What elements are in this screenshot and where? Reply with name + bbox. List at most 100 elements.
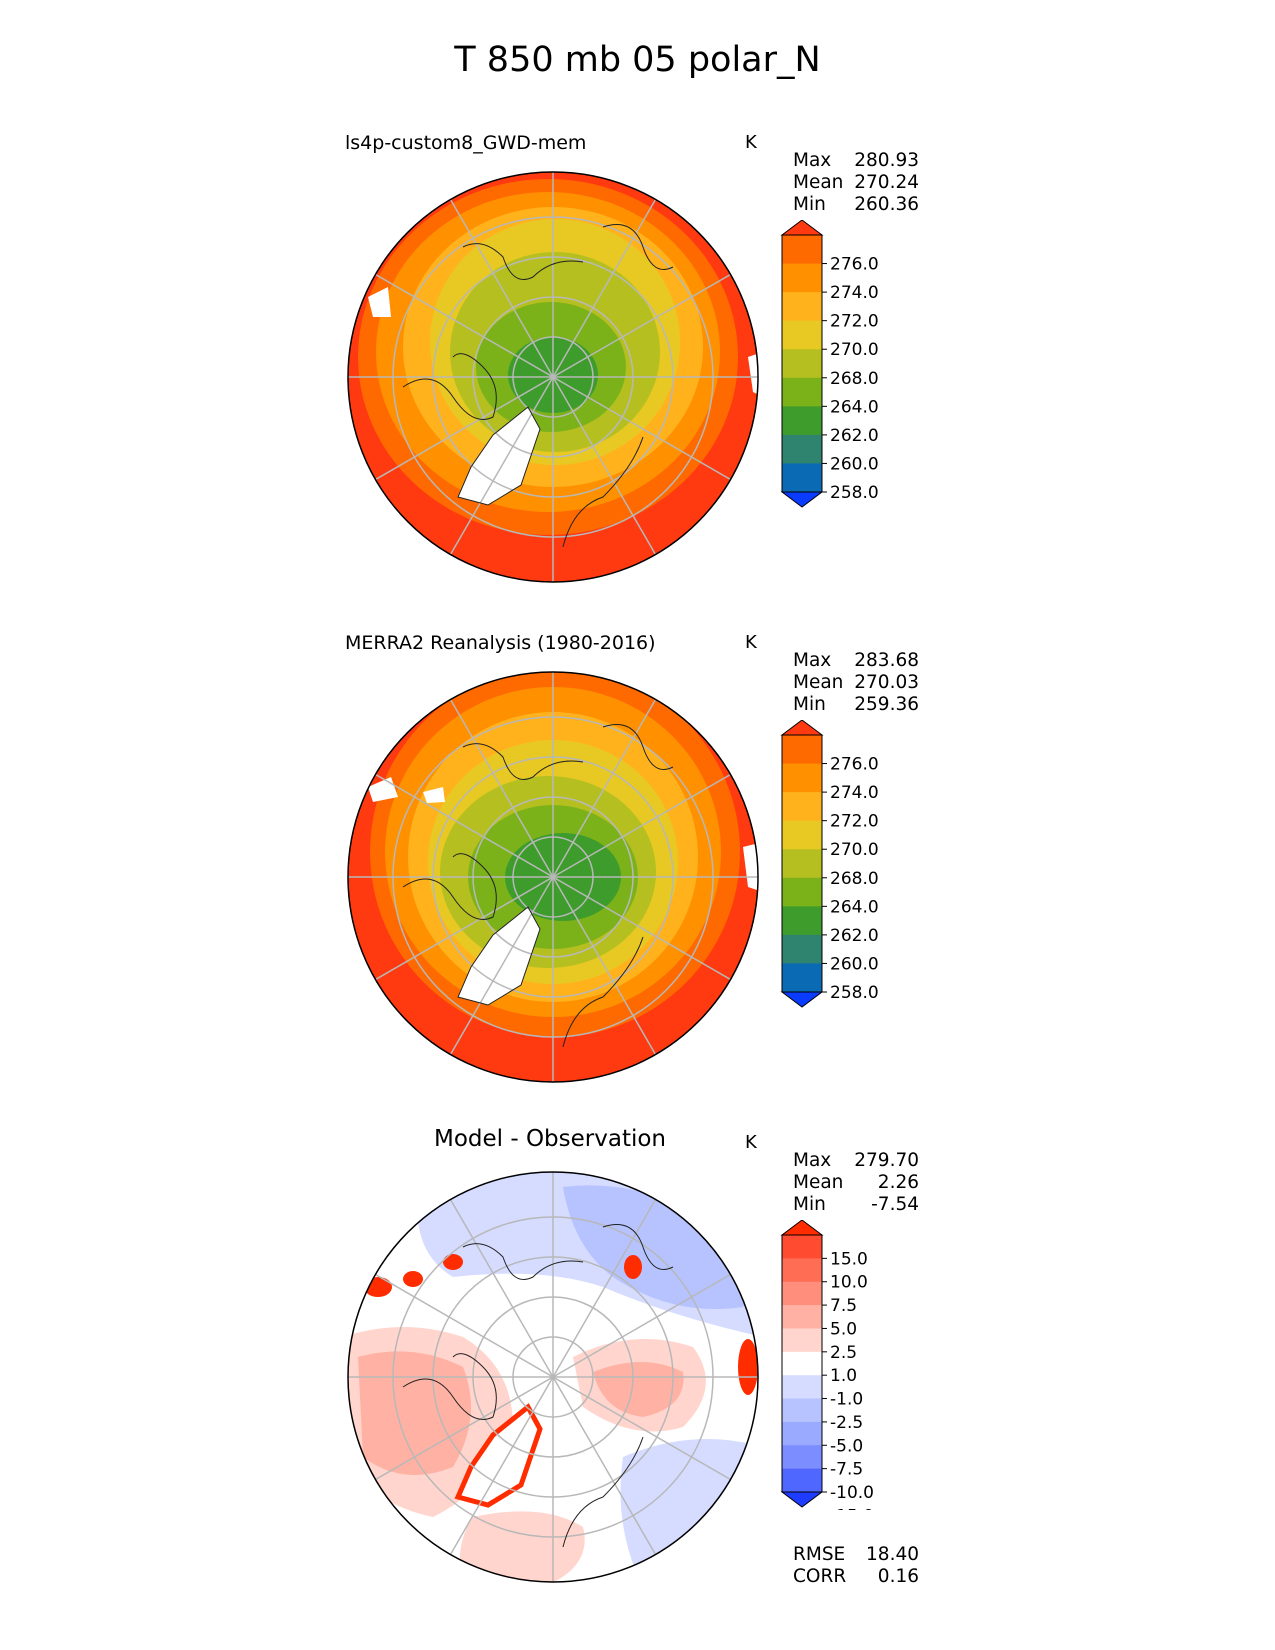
min-value: 259.36 [854, 694, 919, 715]
land-mask [748, 352, 758, 397]
colorbar-bin [782, 963, 822, 993]
colorbar-bin [782, 849, 822, 879]
colorbar-bin [782, 735, 822, 765]
corr-label: CORR [793, 1566, 847, 1587]
colorbar-bin [782, 263, 822, 293]
diff-hotspot [738, 1339, 758, 1395]
colorbar-bin [782, 1235, 822, 1259]
colorbar-bin [782, 349, 822, 379]
mean-value: 270.24 [854, 172, 919, 193]
rmse-label: RMSE [793, 1544, 846, 1565]
colorbar-bin [782, 1351, 822, 1376]
colorbar-tick-label: 272.0 [830, 812, 879, 832]
colorbar-extend-top [780, 1220, 824, 1236]
mean-label: Mean [793, 1172, 844, 1193]
greenland-mask [458, 407, 540, 505]
colorbar-tick-label: 276.0 [830, 755, 879, 775]
corr-value: 0.16 [877, 1566, 919, 1587]
colorbar-tick-label: 268.0 [830, 869, 879, 889]
diff-band [593, 1362, 684, 1417]
colorbar-bin [782, 377, 822, 407]
min-value: -7.54 [871, 1194, 919, 1215]
unit-label: K [745, 132, 757, 153]
land-mask [743, 842, 758, 892]
colorbar-tick-label: 264.0 [830, 397, 879, 417]
colorbar-tick-label: 258.0 [830, 483, 879, 503]
colorbar-bin [782, 1421, 822, 1446]
figure-title: T 850 mb 05 polar_N [454, 40, 821, 80]
colorbar-tick-label: 260.0 [830, 454, 879, 474]
colorbar-tick-label: 270.0 [830, 340, 879, 360]
colorbar-tick-label: 272.0 [830, 312, 879, 332]
colorbar-segments [781, 1234, 823, 1493]
panel-title: ls4p-custom8_GWD-mem [345, 132, 587, 154]
colorbar-tick-label: 1.0 [830, 1366, 857, 1386]
colorbar-bin [782, 1281, 822, 1306]
colorbar-bin [782, 934, 822, 964]
land-mask [423, 787, 445, 803]
colorbar: 276.0 274.0 272.0 270.0 268.0 264.0 262.0 260.0… [780, 720, 879, 1008]
coastlines [402, 224, 674, 548]
colorbar-bin [782, 463, 822, 493]
min-label: Min [793, 194, 826, 215]
colorbar-extend-top [780, 220, 824, 236]
diff-hotspot [443, 1254, 463, 1270]
mean-label: Mean [793, 172, 844, 193]
diff-hotspot [403, 1271, 423, 1287]
colorbar-bin [782, 1445, 822, 1470]
colorbar-extend-top [780, 720, 824, 736]
colorbar-tick-label: 15.0 [830, 1249, 868, 1269]
colorbar-bin [782, 1258, 822, 1283]
colorbar-bin [782, 1375, 822, 1400]
colorbar-bin [782, 434, 822, 464]
colorbar-tick-label: 7.5 [830, 1296, 857, 1316]
unit-label: K [745, 632, 757, 653]
stats-box: Max 279.70 Mean 2.26 Min -7.54 [793, 1150, 919, 1216]
colorbar-tick-label: -15.0 [830, 1506, 874, 1510]
colorbar-tick-label: 262.0 [830, 926, 879, 946]
colorbar-tick-label: 262.0 [830, 426, 879, 446]
max-label: Max [793, 650, 832, 671]
max-label: Max [793, 150, 832, 171]
colorbar-bin [782, 906, 822, 936]
colorbar-bin [782, 320, 822, 350]
colorbar-bin [782, 235, 822, 265]
land-mask [368, 287, 391, 317]
colorbar-tick-label: 274.0 [830, 283, 879, 303]
colorbar-tick-label: 10.0 [830, 1273, 868, 1293]
stats-box: Max 280.93 Mean 270.24 Min 260.36 [793, 150, 919, 216]
diff-hotspot [624, 1255, 642, 1279]
mean-label: Mean [793, 672, 844, 693]
colorbar-segments [781, 234, 823, 493]
stats-box: Max 283.68 Mean 270.03 Min 259.36 [793, 650, 919, 716]
unit-label: K [745, 1132, 757, 1153]
colorbar-bin [782, 406, 822, 436]
min-label: Min [793, 1194, 826, 1215]
panel-title: MERRA2 Reanalysis (1980-2016) [345, 632, 656, 654]
colorbar-bin [782, 1468, 822, 1493]
max-label: Max [793, 1150, 832, 1171]
colorbar-tick-label: -1.0 [830, 1390, 863, 1410]
min-label: Min [793, 694, 826, 715]
colorbar-bin [782, 877, 822, 907]
colorbar-tick-label: 5.0 [830, 1319, 857, 1339]
colorbar-bin [782, 292, 822, 322]
colorbar-bin [782, 1328, 822, 1353]
colorbar-bin [782, 820, 822, 850]
colorbar-tick-label: 268.0 [830, 369, 879, 389]
colorbar-bin [782, 1305, 822, 1329]
colorbar-bin [782, 763, 822, 793]
greenland-mask [458, 907, 540, 1005]
diff-band [620, 1439, 758, 1582]
panel-model: ls4p-custom8_GWD-mem K Max 280.93 Mean 270… [0, 120, 1275, 600]
coastlines [402, 724, 674, 1048]
graticule [348, 172, 758, 582]
coastlines [402, 1224, 674, 1548]
graticule [348, 672, 758, 1082]
colorbar-extend-bottom [780, 991, 824, 1008]
colorbar-tick-label: 264.0 [830, 897, 879, 917]
max-value: 279.70 [854, 1150, 919, 1171]
colorbar-tick-label: -2.5 [830, 1413, 863, 1433]
colorbar: 15.0 10.0 7.5 5.0 2.5 1.0 -1.0 -2.5 -5.0 -7.5 -10.… [780, 1220, 874, 1510]
polar-map [347, 1171, 759, 1583]
